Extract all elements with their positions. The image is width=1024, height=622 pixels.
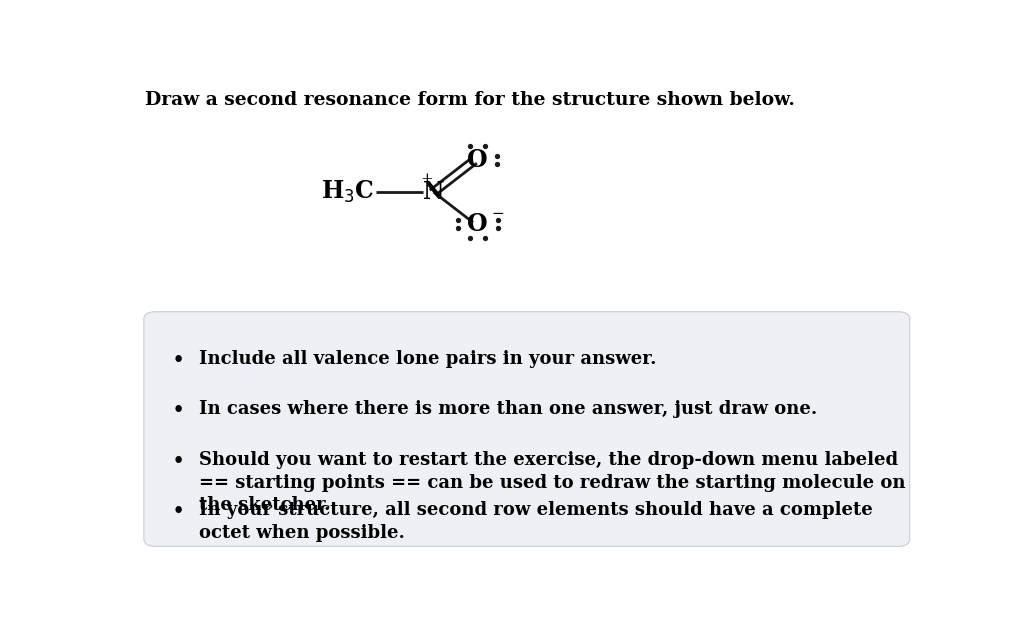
Text: In cases where there is more than one answer, just draw one.: In cases where there is more than one an… <box>200 401 818 419</box>
Text: Should you want to restart the exercise, the drop-down menu labeled
== starting : Should you want to restart the exercise,… <box>200 450 906 514</box>
Text: •: • <box>171 501 184 523</box>
Text: O: O <box>467 148 487 172</box>
Text: •: • <box>171 350 184 372</box>
Text: +: + <box>421 172 433 185</box>
Text: •: • <box>171 401 184 422</box>
Text: In your structure, all second row elements should have a complete
octet when pos: In your structure, all second row elemen… <box>200 501 873 542</box>
Text: −: − <box>492 207 505 221</box>
Text: •: • <box>171 450 184 473</box>
Text: N: N <box>423 180 444 204</box>
Text: O: O <box>467 212 487 236</box>
Text: H$_3$C: H$_3$C <box>321 179 374 205</box>
Text: Draw a second resonance form for the structure shown below.: Draw a second resonance form for the str… <box>145 91 796 109</box>
FancyBboxPatch shape <box>143 312 909 546</box>
Text: Include all valence lone pairs in your answer.: Include all valence lone pairs in your a… <box>200 350 657 368</box>
